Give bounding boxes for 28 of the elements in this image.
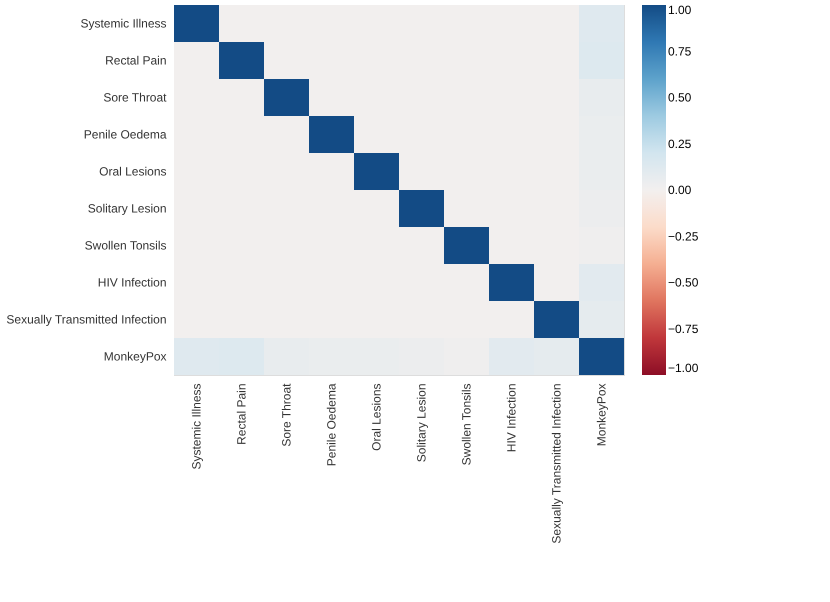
y-tick-label: Solitary Lesion <box>88 202 166 216</box>
color-bar-label: −0.75 <box>668 322 699 336</box>
x-tick-label: MonkeyPox <box>594 384 608 446</box>
y-tick-label: Systemic Illness <box>80 16 166 30</box>
color-bar-label: 0.50 <box>668 90 692 104</box>
color-bar-label: 0.00 <box>668 183 692 197</box>
x-tick-label: Rectal Pain <box>234 384 248 445</box>
x-tick-label: Oral Lesions <box>370 384 384 451</box>
y-tick-label: Swollen Tonsils <box>84 238 166 252</box>
x-tick-label: Sexually Transmitted Infection <box>550 384 564 544</box>
y-tick-label: Penile Oedema <box>84 128 167 142</box>
y-tick-label: Rectal Pain <box>105 54 166 68</box>
y-tick-label: MonkeyPox <box>104 350 166 364</box>
x-tick-label: HIV Infection <box>504 384 518 452</box>
color-bar-label: 1.00 <box>668 3 692 17</box>
x-tick-label: Swollen Tonsils <box>460 384 474 466</box>
x-tick-label: Penile Oedema <box>324 383 338 466</box>
color-bar-label: 0.25 <box>668 136 692 151</box>
y-tick-label: HIV Infection <box>98 276 166 290</box>
y-tick-label: Oral Lesions <box>99 164 166 178</box>
color-bar-label: −0.25 <box>668 229 699 244</box>
color-bar-label: −0.50 <box>668 276 699 290</box>
y-tick-label: Sore Throat <box>103 90 168 104</box>
y-tick-label: Sexually Transmitted Infection <box>6 312 166 326</box>
x-tick-label: Sore Throat <box>280 382 294 447</box>
color-bar-label: 0.75 <box>668 44 692 58</box>
color-bar-label: −1.00 <box>668 361 699 375</box>
x-tick-label: Solitary Lesion <box>414 384 428 462</box>
